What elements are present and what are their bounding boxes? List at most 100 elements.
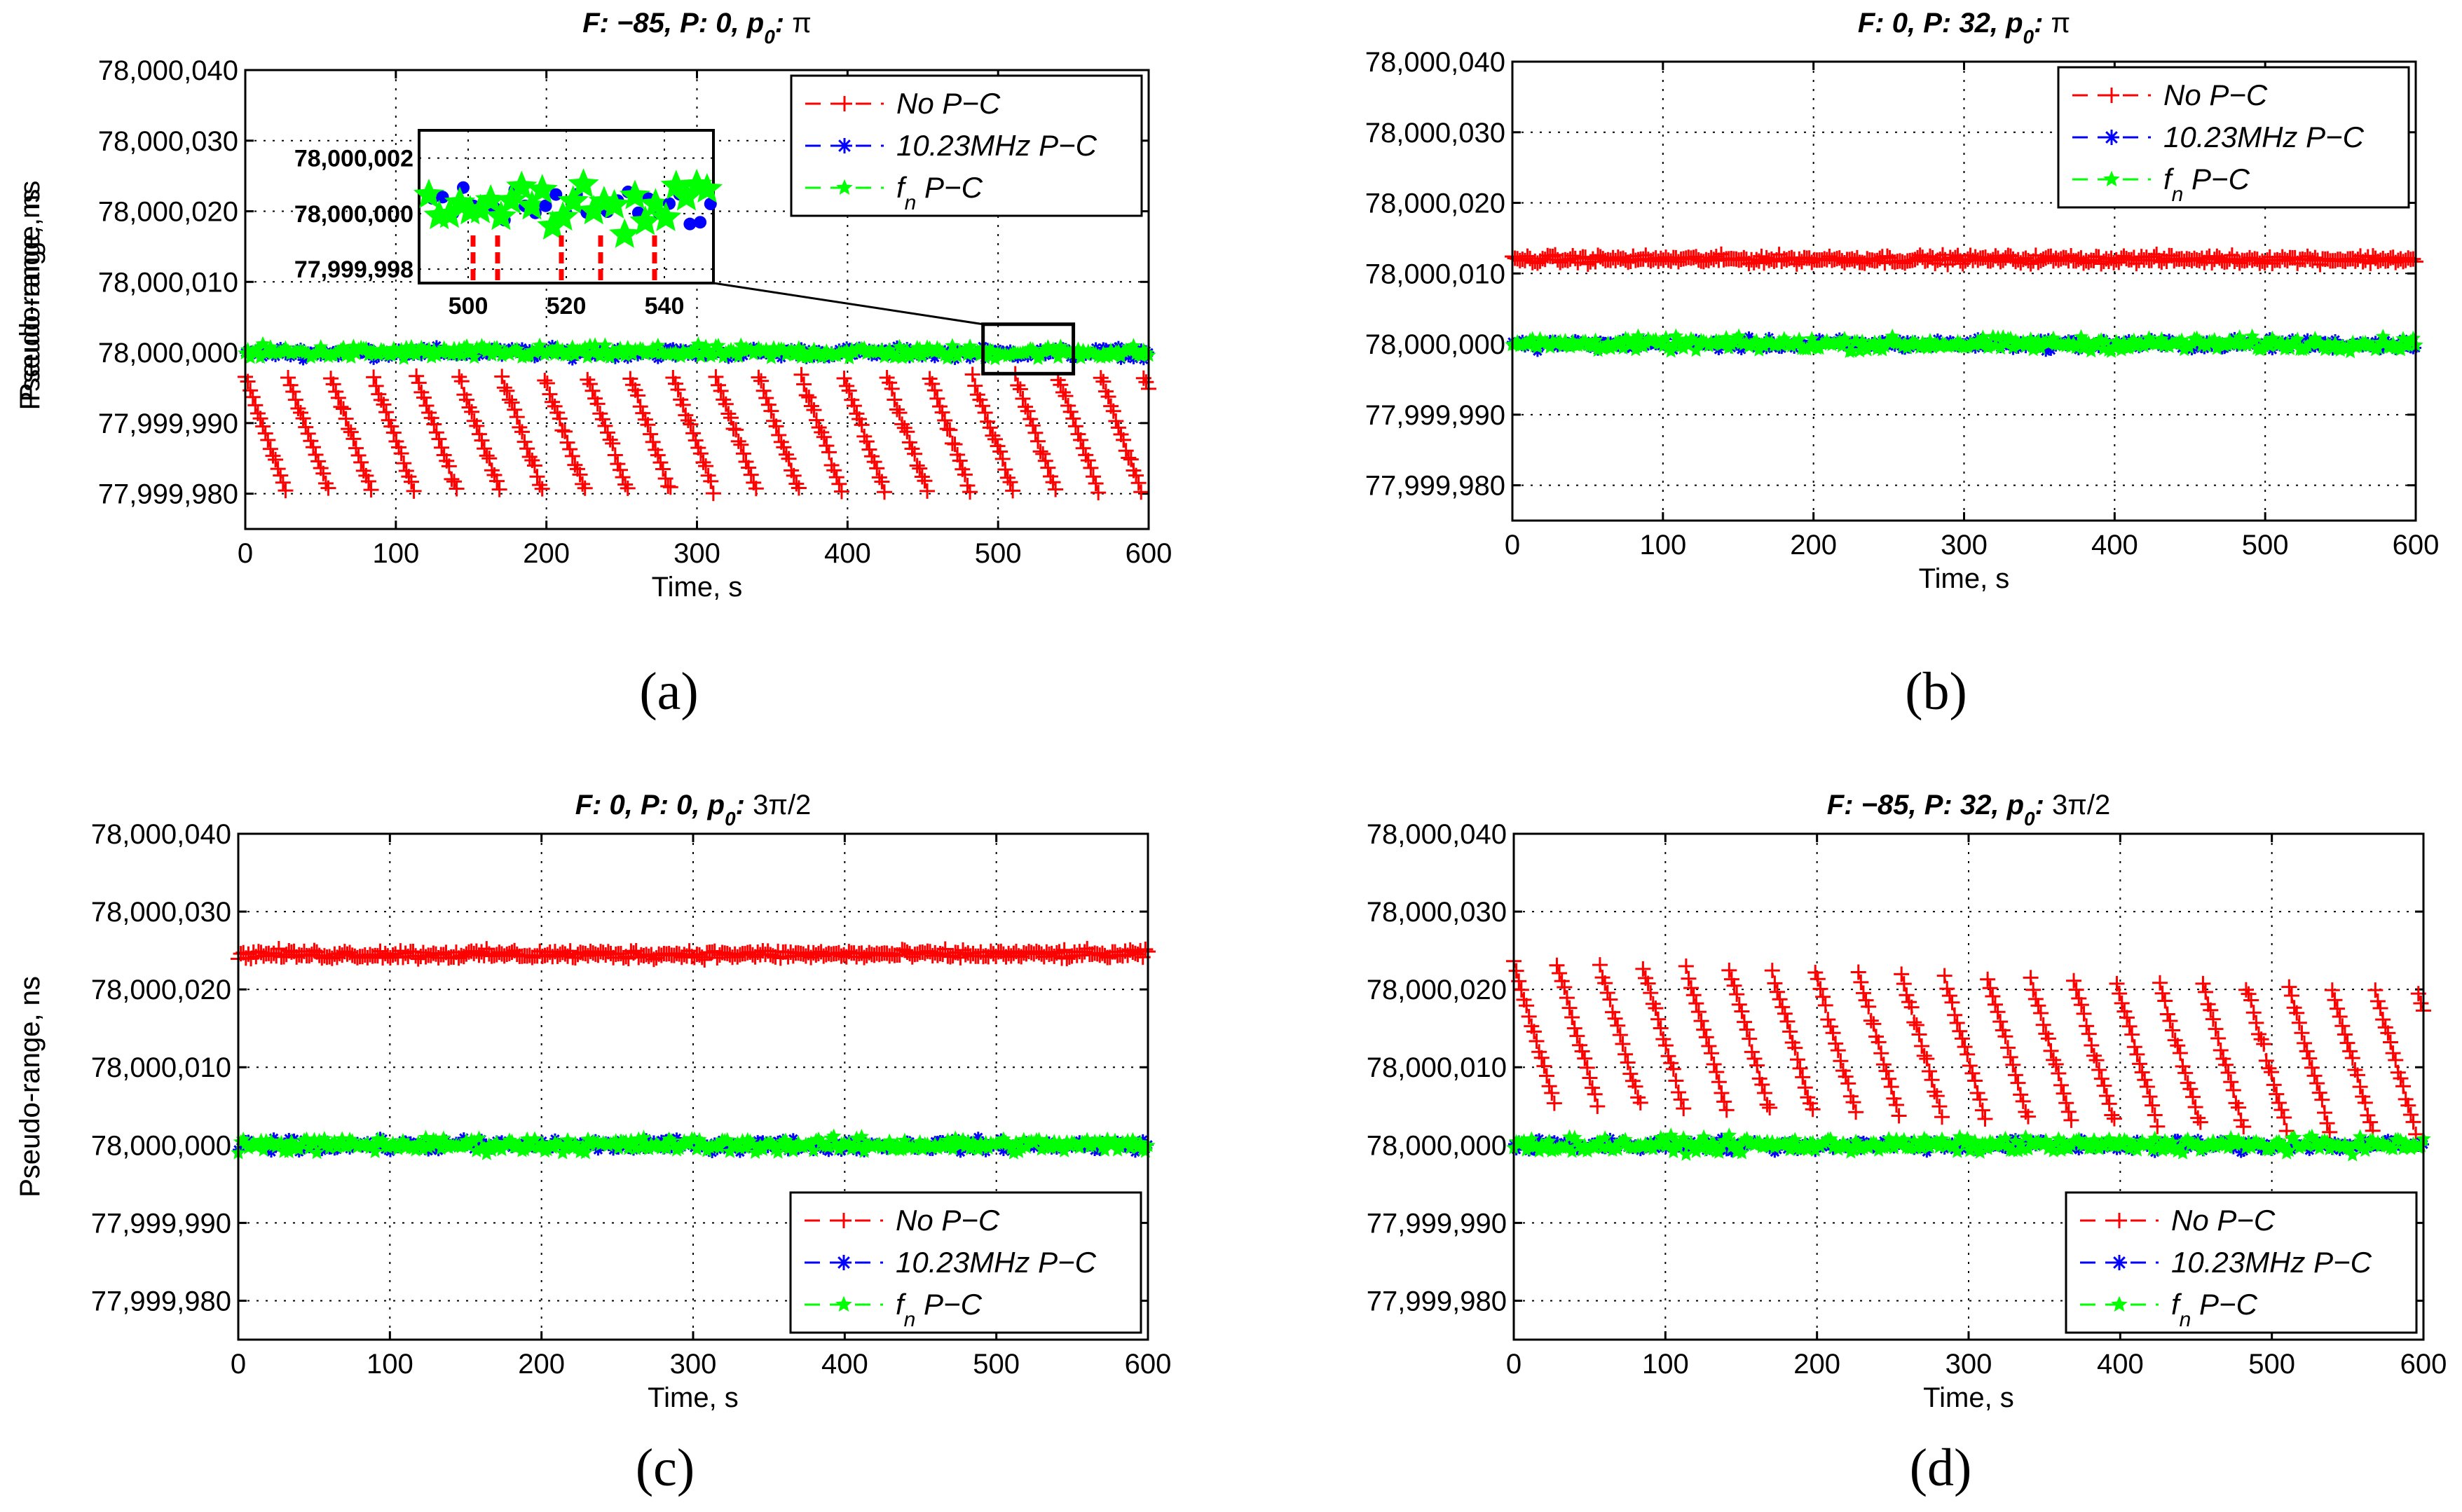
data-point [2066, 973, 2082, 989]
data-point [2304, 1059, 2320, 1075]
data-point [2159, 1006, 2175, 1022]
data-point [1086, 469, 1102, 485]
x-tick-label: 500 [2248, 1349, 2295, 1380]
data-point [671, 1132, 683, 1144]
data-point [305, 439, 321, 455]
data-point [534, 481, 550, 497]
data-point [1657, 1038, 1674, 1054]
data-point [1838, 1068, 1854, 1085]
data-point [1100, 389, 1116, 405]
data-point [1137, 941, 1154, 957]
data-point [1126, 338, 1142, 352]
data-point [1878, 1063, 1894, 1079]
data-point [1972, 1092, 1988, 1108]
data-point [310, 453, 327, 469]
y-tick-label: 78,000,000 [98, 338, 238, 369]
series-fn-pc [231, 1128, 1156, 1160]
data-point [926, 383, 943, 399]
data-point [748, 481, 764, 497]
y-tick-label: 77,999,990 [1365, 400, 1505, 431]
data-point [1653, 1020, 1669, 1036]
subfigure-caption: (d) [1910, 1438, 1972, 1497]
data-point [2170, 1038, 2186, 1054]
data-point [643, 426, 659, 442]
x-tick-label: 300 [673, 538, 720, 569]
data-point [2264, 1064, 2280, 1080]
data-point [1574, 1043, 1590, 1059]
data-point [1597, 1130, 1613, 1145]
data-point [2327, 992, 2343, 1008]
data-point [2124, 1026, 2140, 1043]
data-point [1764, 963, 1780, 979]
y-tick-label: 77,999,980 [1367, 1286, 1507, 1317]
data-point [728, 422, 744, 438]
data-point [1746, 1050, 1763, 1066]
data-point [2283, 988, 2299, 1004]
data-point [2165, 1022, 2181, 1038]
data-point [708, 369, 724, 385]
data-point [489, 473, 505, 489]
data-point [2413, 996, 2429, 1011]
data-point [1610, 1017, 1626, 1033]
data-point [444, 471, 460, 487]
data-point [1090, 485, 1107, 501]
x-tick-label: 500 [973, 1349, 1020, 1380]
data-point [1620, 1054, 1636, 1071]
x-tick-label: 500 [975, 538, 1022, 569]
data-point [1549, 957, 1565, 973]
data-point [479, 448, 495, 464]
data-point [617, 476, 634, 493]
data-point [2352, 1079, 2368, 1095]
data-point [1833, 1053, 1849, 1069]
data-point [1911, 1026, 1927, 1043]
inset-point [619, 179, 651, 209]
data-point [287, 392, 303, 408]
data-point [650, 447, 666, 463]
data-point [1759, 1097, 1775, 1113]
data-point [1929, 1088, 1945, 1104]
data-point [1602, 991, 1618, 1008]
data-point [298, 419, 314, 435]
data-point [826, 1128, 842, 1143]
data-point [2157, 993, 2173, 1009]
data-point [1539, 1068, 1554, 1084]
y-tick-label: 77,999,990 [98, 408, 238, 439]
data-point [798, 387, 814, 404]
data-point [1960, 1046, 1976, 1062]
data-point [2023, 970, 2039, 986]
data-point [1812, 981, 1828, 997]
data-point [1015, 391, 1031, 407]
data-point [1632, 1094, 1648, 1111]
data-point [2175, 1145, 2191, 1160]
data-point [796, 376, 812, 392]
data-point [2184, 1089, 2201, 1105]
legend: No P−C10.23MHz P−Cfn P−C [790, 74, 1143, 217]
legend-label: fn P−C [896, 171, 983, 214]
data-point [577, 480, 593, 496]
data-point [1744, 1044, 1760, 1060]
data-point [2000, 1040, 2016, 1056]
data-point [2079, 1018, 2095, 1034]
data-point [2245, 1005, 2262, 1021]
data-point [2395, 1078, 2412, 1094]
legend-marker [837, 96, 852, 111]
series-fn-pc [1506, 1127, 2431, 1162]
data-point [685, 425, 702, 441]
data-point [431, 431, 447, 447]
data-point [1795, 1069, 1811, 1085]
data-point [2053, 1077, 2069, 1093]
data-point [787, 1133, 799, 1145]
data-point [2068, 982, 2084, 998]
data-point [859, 434, 875, 450]
data-point [378, 404, 395, 420]
data-point [1967, 1073, 1983, 1089]
inset-point [599, 188, 630, 219]
data-point [1083, 460, 1099, 476]
data-point [303, 433, 319, 449]
y-tick-label: 78,000,040 [1365, 47, 1505, 78]
y-tick-label: 77,999,980 [1365, 471, 1505, 502]
data-point [1822, 1019, 1838, 1035]
inset-point [547, 200, 579, 231]
plot-frame [237, 832, 1149, 1341]
data-point [1777, 1005, 1793, 1022]
